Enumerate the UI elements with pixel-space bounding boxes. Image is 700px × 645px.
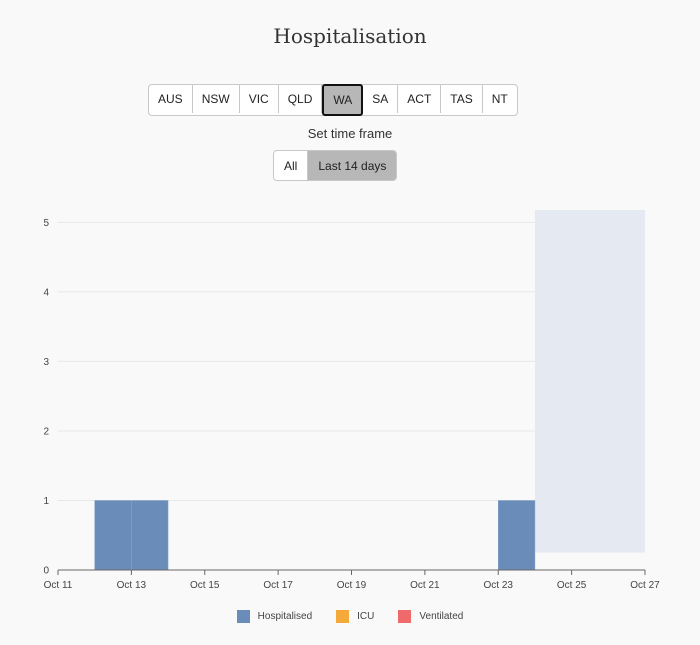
legend-item-icu[interactable]: ICU (336, 610, 374, 623)
timeframe-button-last-14-days[interactable]: Last 14 days (307, 151, 397, 180)
shaded-range (534, 210, 645, 553)
bar-hospitalised (131, 500, 169, 571)
y-tick-label: 2 (43, 426, 49, 437)
legend-swatch (398, 610, 412, 623)
legend-swatch (236, 610, 250, 623)
x-tick-label: Oct 13 (117, 580, 147, 591)
x-tick-label: Oct 19 (337, 580, 367, 591)
legend-label: Ventilated (419, 611, 464, 622)
chart-legend: Hospitalised ICU Ventilated (0, 610, 700, 623)
x-tick-label: Oct 25 (557, 580, 587, 591)
region-button-nt[interactable]: NT (491, 92, 508, 106)
region-button-aus[interactable]: AUS (149, 85, 193, 113)
legend-item-ventilated[interactable]: Ventilated (398, 610, 463, 623)
hospitalisation-chart: 0 1 2 3 4 5 Oct 11 Oct 13 Oct 15 Oct 17 Oct 19 Oct … (43, 210, 660, 591)
x-tick-label: Oct 21 (410, 580, 440, 591)
y-tick-label: 4 (43, 287, 49, 298)
legend-label: ICU (357, 611, 375, 622)
bar-hospitalised (94, 500, 132, 571)
region-button-nsw[interactable]: NSW (193, 85, 240, 113)
legend-swatch (336, 610, 350, 623)
y-tick-label: 3 (43, 357, 49, 368)
region-button-sa[interactable]: SA (363, 85, 399, 113)
y-tick-label: 1 (43, 496, 49, 507)
region-button-tas[interactable]: TAS (441, 85, 483, 113)
region-selector: AUS NSW VIC QLD WA SA ACT TAS NT (148, 84, 518, 116)
timeframe-label: Set time frame (307, 126, 393, 141)
legend-item-hospitalised[interactable]: Hospitalised (236, 610, 313, 623)
bar-hospitalised (498, 500, 536, 571)
x-tick-label: Oct 23 (484, 580, 514, 591)
region-button-wa[interactable]: WA (322, 84, 364, 116)
timeframe-button-all[interactable]: All (284, 158, 298, 173)
chart-title: Hospitalisation (273, 24, 427, 48)
region-button-qld[interactable]: QLD (279, 85, 323, 113)
y-tick-label: 0 (43, 566, 49, 577)
x-tick-label: Oct 15 (190, 580, 220, 591)
y-tick-label: 5 (43, 218, 49, 229)
x-tick-label: Oct 27 (630, 580, 660, 591)
x-tick-label: Oct 17 (263, 580, 293, 591)
region-button-vic[interactable]: VIC (240, 85, 279, 113)
legend-label: Hospitalised (257, 611, 313, 622)
x-tick-label: Oct 11 (44, 580, 73, 591)
timeframe-selector: All Last 14 days (273, 150, 398, 181)
region-button-act[interactable]: ACT (398, 85, 442, 113)
